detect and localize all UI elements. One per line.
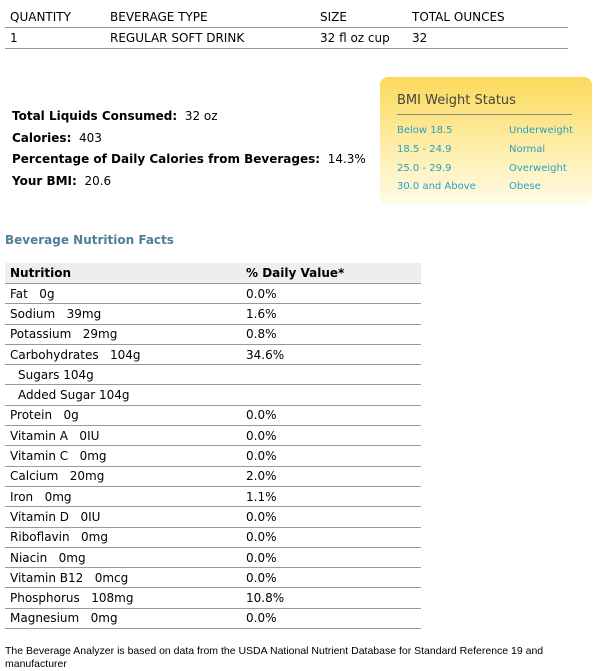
table-row: Sodium 39mg 1.6% (5, 303, 421, 325)
summary: Total Liquids Consumed: 32 oz Calories: … (12, 106, 366, 192)
calories-line: Calories: 403 (12, 130, 102, 145)
bmi-row: 18.5 - 24.9 Normal (397, 144, 546, 155)
table-row: 1 REGULAR SOFT DRINK 32 fl oz cup 32 (5, 27, 568, 49)
nutrient-name: Fat 0g (5, 283, 241, 305)
daily-value: 1.1% (241, 486, 421, 508)
nutrient-name: Sugars 104g (5, 364, 241, 386)
daily-value: 34.6% (241, 344, 421, 366)
size-cell: 32 fl oz cup (315, 27, 407, 49)
nutrient-name: Iron 0mg (5, 486, 241, 508)
daily-value: 0.0% (241, 567, 421, 589)
table-row: Added Sugar 104g (5, 384, 421, 406)
header-daily-value: % Daily Value* (241, 263, 421, 284)
bmi-row: Below 18.5 Underweight (397, 125, 573, 136)
daily-value: 0.0% (241, 527, 421, 548)
nutrient-name: Vitamin D 0IU (5, 506, 241, 528)
nutrient-name: Magnesium 0mg (5, 608, 241, 630)
nutrient-name: Niacin 0mg (5, 547, 241, 569)
liquids-line: Total Liquids Consumed: 32 oz (12, 109, 218, 123)
header-size: SIZE (315, 7, 407, 28)
nutrient-name: Vitamin A 0IU (5, 425, 241, 447)
daily-value: 0.0% (241, 405, 421, 427)
table-row: Sugars 104g (5, 364, 421, 386)
nutrition-table: Nutrition % Daily Value* Fat 0g 0.0% Sodiu… (5, 263, 421, 630)
header-quantity: QUANTITY (5, 7, 105, 28)
table-row: Riboflavin 0mg 0.0% (5, 527, 421, 548)
bmi-row: 25.0 - 29.9 Overweight (397, 163, 567, 174)
table-row: Calcium 20mg 2.0% (5, 466, 421, 487)
nutrition-header: Nutrition % Daily Value* (5, 263, 421, 284)
nutrient-name: Calcium 20mg (5, 466, 241, 487)
table-row: Magnesium 0mg 0.0% (5, 608, 421, 630)
bmi-line: Your BMI: 20.6 (12, 173, 112, 188)
nutrient-name: Vitamin C 0mg (5, 445, 241, 467)
daily-value: 1.6% (241, 303, 421, 325)
bmi-status-title: BMI Weight Status (397, 93, 516, 108)
nutrient-name: Riboflavin 0mg (5, 527, 241, 548)
footnote: The Beverage Analyzer is based on data f… (5, 645, 544, 670)
daily-value (241, 384, 421, 406)
daily-value: 0.0% (241, 445, 421, 467)
nutrient-name: Carbohydrates 104g (5, 344, 241, 366)
nutrient-name: Added Sugar 104g (5, 384, 241, 406)
table-row: Vitamin B12 0mcg 0.0% (5, 567, 421, 589)
total-ounces-cell: 32 (407, 27, 568, 49)
order-table: QUANTITY BEVERAGE TYPE SIZE TOTAL OUNCES… (5, 7, 568, 49)
nutrient-name: Protein 0g (5, 405, 241, 427)
quantity-cell: 1 (5, 27, 105, 49)
table-row: Iron 0mg 1.1% (5, 486, 421, 508)
nutrient-name: Vitamin B12 0mcg (5, 567, 241, 589)
header-beverage-type: BEVERAGE TYPE (105, 7, 315, 28)
table-row: Vitamin C 0mg 0.0% (5, 445, 421, 467)
divider (397, 114, 572, 115)
table-row: Vitamin A 0IU 0.0% (5, 425, 421, 447)
table-row: Phosphorus 108mg 10.8% (5, 587, 421, 609)
table-row: Potassium 29mg 0.8% (5, 324, 421, 345)
daily-value: 0.0% (241, 506, 421, 528)
daily-value: 2.0% (241, 466, 421, 487)
daily-value: 0.0% (241, 425, 421, 447)
header-nutrition: Nutrition (5, 263, 241, 284)
nutrient-name: Sodium 39mg (5, 303, 241, 325)
daily-value: 0.0% (241, 283, 421, 305)
table-row: Fat 0g 0.0% (5, 283, 421, 305)
daily-value: 10.8% (241, 587, 421, 609)
beverage-type-cell: REGULAR SOFT DRINK (105, 27, 315, 49)
daily-value: 0.8% (241, 324, 421, 345)
table-row: Vitamin D 0IU 0.0% (5, 506, 421, 528)
nutrient-name: Potassium 29mg (5, 324, 241, 345)
daily-value: 0.0% (241, 547, 421, 569)
table-row: Protein 0g 0.0% (5, 405, 421, 427)
bmi-row: 30.0 and Above Obese (397, 181, 541, 192)
table-row: Niacin 0mg 0.0% (5, 547, 421, 569)
daily-value: 0.0% (241, 608, 421, 630)
nutrient-name: Phosphorus 108mg (5, 587, 241, 609)
order-table-header: QUANTITY BEVERAGE TYPE SIZE TOTAL OUNCES (5, 7, 568, 28)
table-row: Carbohydrates 104g 34.6% (5, 344, 421, 366)
header-total-ounces: TOTAL OUNCES (407, 7, 568, 28)
bmi-status-card: BMI Weight Status Below 18.5 Underweight … (380, 77, 592, 205)
percentage-line: Percentage of Daily Calories from Bevera… (12, 152, 366, 166)
nutrition-title: Beverage Nutrition Facts (5, 233, 174, 247)
daily-value (241, 364, 421, 386)
